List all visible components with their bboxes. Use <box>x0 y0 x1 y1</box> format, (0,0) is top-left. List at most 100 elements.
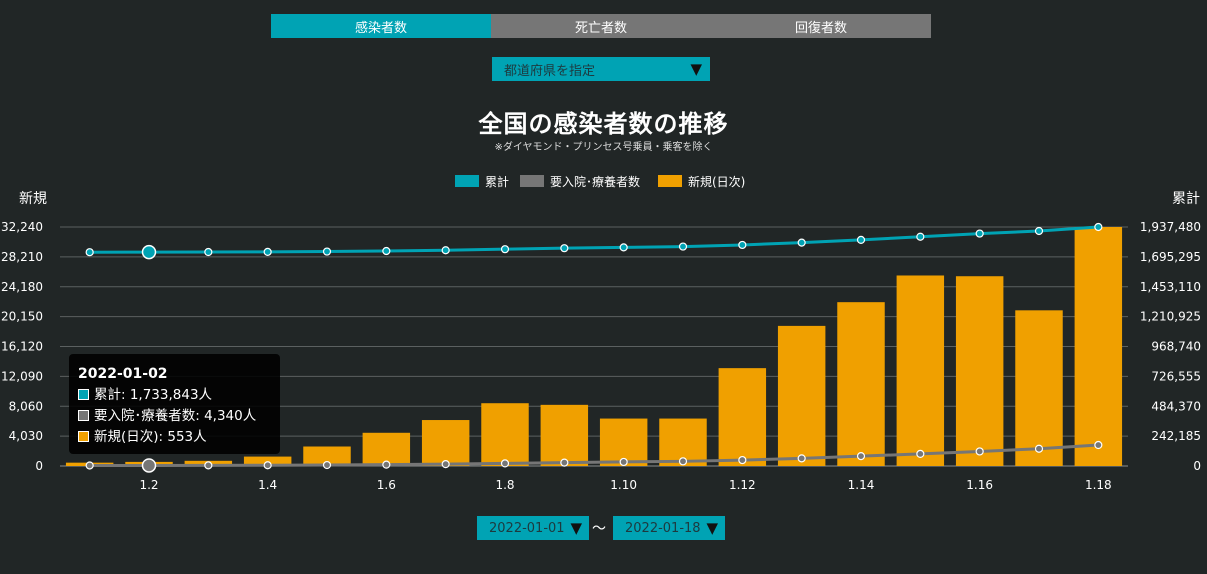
point-cumulative <box>441 246 450 255</box>
tab-deaths[interactable]: 死亡者数 <box>491 14 711 38</box>
date-from-select[interactable]: 2022-01-01 ▼ <box>477 516 589 540</box>
y-axis-title-left: 新規 <box>19 191 47 207</box>
prefecture-select[interactable]: 都道府県を指定 ▼ <box>492 57 710 81</box>
point-cumulative <box>738 240 747 250</box>
y-tick-label-right: 968,740 <box>1151 340 1201 354</box>
metric-tabs: 感染者数 死亡者数 回復者数 <box>271 14 931 38</box>
point-hospitalized <box>856 452 866 461</box>
point-cumulative <box>916 232 925 241</box>
point-cumulative <box>797 238 806 247</box>
point-hospitalized <box>441 460 450 469</box>
bar-daily <box>481 403 529 466</box>
point-hospitalized <box>678 457 688 466</box>
point-hospitalized <box>797 454 806 463</box>
point-hospitalized <box>500 459 510 468</box>
point-hospitalized <box>619 457 628 467</box>
swatch-daily <box>78 431 89 442</box>
point-hospitalized <box>975 447 984 456</box>
bar-daily <box>1015 310 1063 466</box>
prefecture-select-label: 都道府県を指定 <box>504 63 596 79</box>
point-cumulative <box>560 244 569 253</box>
tooltip-line-daily: 新規(日次): 553人 <box>78 427 271 448</box>
legend-swatch <box>658 175 682 187</box>
legend-item: 累計 <box>485 174 509 189</box>
y-tick-label-right: 242,185 <box>1151 429 1201 443</box>
bar-daily <box>777 325 826 466</box>
date-to-select[interactable]: 2022-01-18 ▼ <box>613 516 725 540</box>
chart-tooltip: 2022-01-02 累計: 1,733,843人 要入院･療養者数: 4,34… <box>69 354 280 454</box>
y-tick-label-left: 12,090 <box>1 369 43 383</box>
dropdown-triangle-icon: ▼ <box>690 60 702 78</box>
point-cumulative <box>856 235 866 245</box>
date-to-label: 2022-01-18 <box>625 520 701 536</box>
bar-daily <box>1074 227 1123 466</box>
point-hospitalized <box>204 461 213 470</box>
y-tick-label-left: 4,030 <box>9 429 43 443</box>
y-tick-label-left: 32,240 <box>1 220 43 234</box>
legend-swatch <box>455 175 479 187</box>
point-hospitalized <box>916 449 925 459</box>
point-cumulative <box>678 242 688 251</box>
tooltip-cumulative-text: 累計: 1,733,843人 <box>94 387 213 403</box>
tooltip-daily-text: 新規(日次): 553人 <box>94 429 207 445</box>
bar-daily <box>362 432 411 466</box>
x-tick-label: 1.10 <box>610 478 637 492</box>
y-tick-label-left: 24,180 <box>1 280 43 294</box>
point-cumulative <box>322 247 332 256</box>
legend-item: 要入院･療養者数 <box>550 174 640 189</box>
point-hospitalized <box>382 460 391 469</box>
x-tick-label: 1.18 <box>1085 478 1112 492</box>
legend-swatch <box>520 175 544 187</box>
x-tick-label: 1.2 <box>139 478 158 492</box>
point-hospitalized <box>1094 440 1103 450</box>
bar-daily <box>421 420 470 466</box>
x-tick-label: 1.4 <box>258 478 277 492</box>
bar-daily <box>955 276 1004 466</box>
y-tick-label-right: 1,695,295 <box>1140 250 1201 264</box>
point-cumulative <box>500 245 510 254</box>
chart-title: 全国の感染者数の推移 <box>478 110 729 138</box>
y-axis-title-right: 累計 <box>1172 191 1200 207</box>
dropdown-triangle-icon: ▼ <box>706 519 718 537</box>
x-tick-label: 1.8 <box>495 478 514 492</box>
tooltip-line-hospitalized: 要入院･療養者数: 4,340人 <box>78 406 271 427</box>
dropdown-triangle-icon: ▼ <box>570 519 582 537</box>
tooltip-hospitalized-text: 要入院･療養者数: 4,340人 <box>94 408 257 424</box>
point-hospitalized <box>560 458 569 467</box>
y-tick-label-left: 16,120 <box>1 340 43 354</box>
date-range-separator: ～ <box>592 521 606 537</box>
bar-daily <box>718 368 767 466</box>
point-cumulative <box>1034 226 1044 236</box>
point-cumulative <box>141 244 157 260</box>
y-tick-label-right: 484,370 <box>1151 399 1201 413</box>
y-tick-label-right: 726,555 <box>1151 369 1201 383</box>
y-tick-label-left: 20,150 <box>1 310 43 324</box>
swatch-cumulative <box>78 389 89 400</box>
x-tick-label: 1.14 <box>848 478 875 492</box>
tab-recoveries[interactable]: 回復者数 <box>711 14 931 38</box>
point-cumulative <box>85 248 94 257</box>
swatch-hospitalized <box>78 410 89 421</box>
tooltip-title: 2022-01-02 <box>78 366 168 382</box>
bar-daily <box>540 404 589 466</box>
y-tick-label-left: 0 <box>35 459 43 473</box>
x-tick-label: 1.12 <box>729 478 756 492</box>
bar-daily <box>303 446 351 466</box>
line-cumulative <box>89 225 1099 254</box>
x-tick-label: 1.6 <box>377 478 396 492</box>
point-cumulative <box>975 229 984 238</box>
point-hospitalized <box>85 461 94 470</box>
point-hospitalized <box>738 455 747 465</box>
y-tick-label-left: 28,210 <box>1 250 43 264</box>
legend-item: 新規(日次) <box>688 174 745 189</box>
bar-daily <box>896 275 945 466</box>
point-hospitalized <box>141 458 157 473</box>
bar-daily <box>837 302 885 466</box>
y-tick-label-right: 1,210,925 <box>1140 310 1201 324</box>
y-tick-label-left: 8,060 <box>9 399 43 413</box>
tab-infections[interactable]: 感染者数 <box>271 14 491 38</box>
point-cumulative <box>204 247 213 257</box>
tooltip-line-cumulative: 累計: 1,733,843人 <box>78 385 271 406</box>
x-tick-label: 1.16 <box>966 478 993 492</box>
